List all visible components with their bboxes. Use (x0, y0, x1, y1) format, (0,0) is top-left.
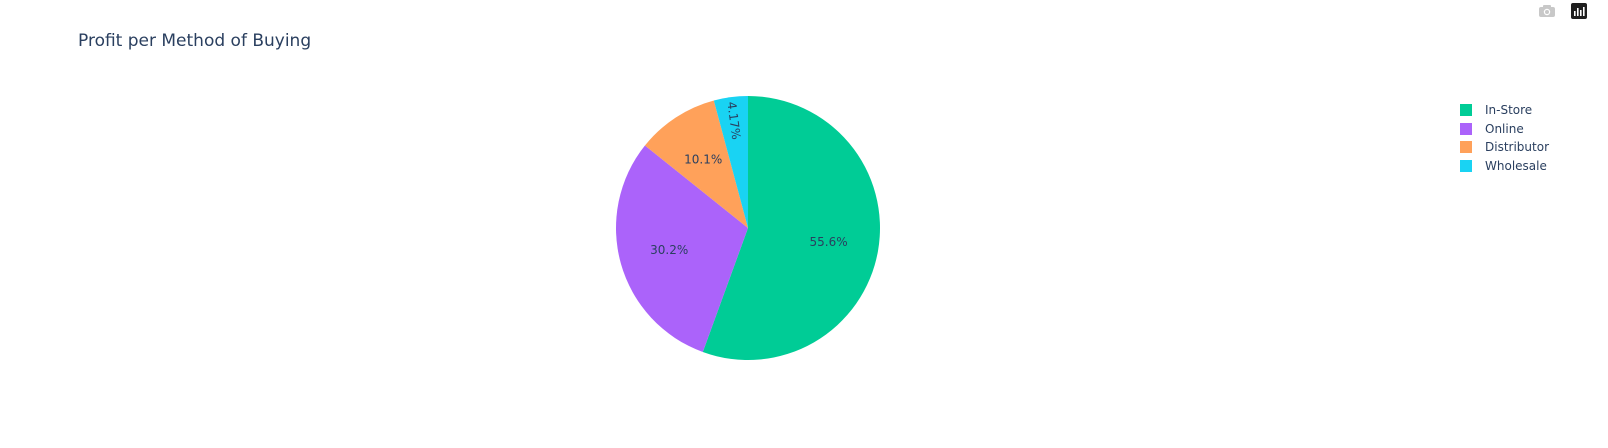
modebar (1536, 2, 1590, 20)
legend-swatch (1460, 141, 1472, 154)
chart-title: Profit per Method of Buying (78, 31, 312, 51)
legend-label: Online (1485, 121, 1524, 136)
plotly-logo-icon (1571, 3, 1587, 19)
slice-label-wholesale: 4.17% (724, 101, 743, 141)
pie-slices (615, 96, 881, 360)
pie-slice-wholesale[interactable] (713, 96, 748, 228)
plotly-logo-button[interactable] (1568, 2, 1590, 20)
legend-item-online[interactable]: Online (1460, 120, 1549, 139)
legend: In-Store Online Distributor Wholesale (1460, 101, 1549, 175)
legend-label: Distributor (1485, 140, 1550, 155)
legend-swatch (1460, 104, 1472, 117)
slice-label-online: 30.2% (650, 243, 688, 257)
slice-label-distributor: 10.1% (684, 152, 722, 166)
download-plot-button[interactable] (1536, 2, 1558, 20)
pie-slice-distributor[interactable] (644, 100, 748, 228)
legend-item-wholesale[interactable]: Wholesale (1460, 157, 1549, 176)
camera-icon (1539, 5, 1555, 17)
legend-label: In-Store (1485, 103, 1533, 118)
legend-swatch (1460, 159, 1472, 172)
legend-item-in-store[interactable]: In-Store (1460, 101, 1549, 120)
legend-label: Wholesale (1485, 158, 1547, 173)
pie-labels: 55.6% 30.2% 10.1%4.17% (650, 101, 848, 257)
legend-swatch (1460, 122, 1472, 135)
legend-item-distributor[interactable]: Distributor (1460, 138, 1549, 157)
pie-slice-in-store[interactable] (702, 96, 881, 360)
slice-label-in-store: 55.6% (810, 235, 848, 249)
pie-slice-online[interactable] (615, 145, 748, 353)
